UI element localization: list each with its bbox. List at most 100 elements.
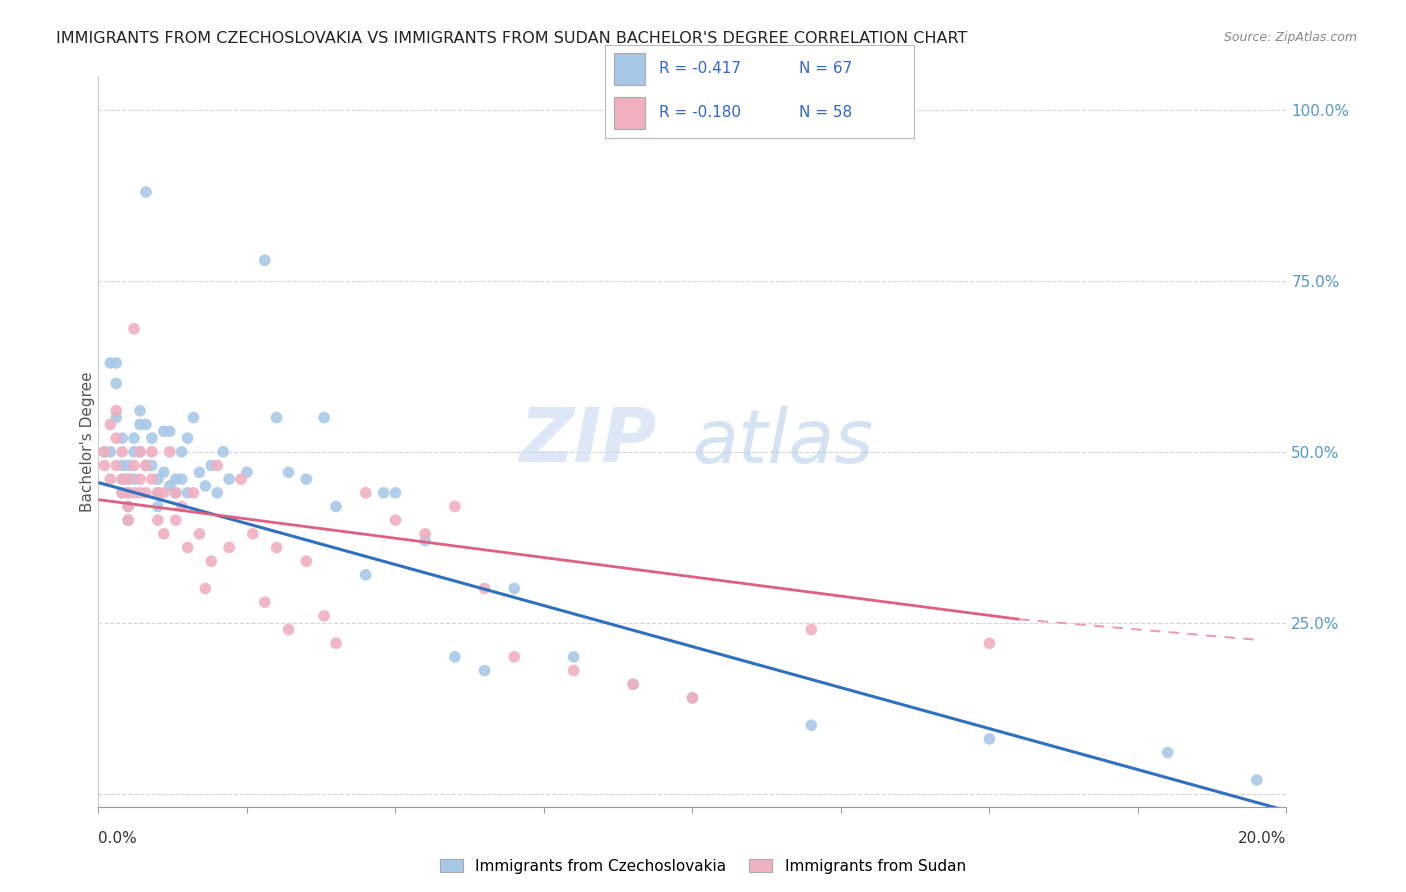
- Point: [122, 444, 145, 458]
- Point: [129, 417, 152, 432]
- Point: [165, 472, 187, 486]
- Point: [117, 458, 139, 473]
- Point: [800, 623, 823, 637]
- Point: [141, 444, 163, 458]
- Point: [314, 410, 336, 425]
- Point: [122, 431, 145, 445]
- Point: [562, 649, 585, 664]
- Point: [170, 444, 193, 458]
- Text: IMMIGRANTS FROM CZECHOSLOVAKIA VS IMMIGRANTS FROM SUDAN BACHELOR'S DEGREE CORREL: IMMIGRANTS FROM CZECHOSLOVAKIA VS IMMIGR…: [56, 31, 967, 46]
- Point: [111, 472, 134, 486]
- Point: [117, 500, 139, 514]
- Point: [253, 595, 276, 609]
- Point: [212, 444, 235, 458]
- Point: [129, 472, 152, 486]
- Point: [135, 458, 157, 473]
- Point: [146, 472, 169, 486]
- Point: [443, 500, 465, 514]
- Y-axis label: Bachelor's Degree: Bachelor's Degree: [80, 371, 94, 512]
- Point: [111, 485, 134, 500]
- FancyBboxPatch shape: [614, 97, 645, 129]
- Point: [277, 623, 299, 637]
- Point: [218, 472, 240, 486]
- Point: [165, 513, 187, 527]
- Point: [277, 465, 299, 479]
- Point: [129, 485, 152, 500]
- Point: [98, 417, 121, 432]
- Point: [152, 465, 174, 479]
- Point: [146, 485, 169, 500]
- Point: [159, 444, 181, 458]
- Text: 20.0%: 20.0%: [1239, 831, 1286, 846]
- Point: [146, 500, 169, 514]
- Point: [979, 636, 1001, 650]
- Point: [141, 458, 163, 473]
- Point: [105, 431, 128, 445]
- Point: [105, 376, 128, 391]
- FancyBboxPatch shape: [614, 53, 645, 85]
- Text: R = -0.417: R = -0.417: [658, 62, 741, 77]
- Point: [621, 677, 644, 691]
- Point: [117, 500, 139, 514]
- Point: [165, 485, 187, 500]
- Point: [325, 500, 347, 514]
- Point: [194, 479, 217, 493]
- Text: ZIP: ZIP: [520, 405, 657, 478]
- Point: [176, 431, 198, 445]
- Point: [105, 404, 128, 418]
- Point: [413, 533, 436, 548]
- Point: [266, 410, 288, 425]
- Point: [200, 458, 222, 473]
- Point: [117, 513, 139, 527]
- Point: [503, 582, 526, 596]
- Point: [682, 690, 704, 705]
- Point: [682, 690, 704, 705]
- Point: [135, 458, 157, 473]
- Text: R = -0.180: R = -0.180: [658, 105, 741, 120]
- Point: [117, 472, 139, 486]
- Point: [194, 582, 217, 596]
- Point: [111, 485, 134, 500]
- Point: [295, 554, 318, 568]
- Point: [384, 485, 406, 500]
- Point: [170, 472, 193, 486]
- Point: [135, 417, 157, 432]
- Point: [141, 472, 163, 486]
- Point: [122, 472, 145, 486]
- Point: [117, 485, 139, 500]
- Point: [562, 664, 585, 678]
- Point: [242, 526, 264, 541]
- Point: [218, 541, 240, 555]
- Point: [122, 485, 145, 500]
- Point: [159, 479, 181, 493]
- Point: [183, 485, 205, 500]
- Point: [152, 425, 174, 439]
- Point: [117, 472, 139, 486]
- Point: [129, 444, 152, 458]
- Point: [159, 425, 181, 439]
- Text: N = 58: N = 58: [800, 105, 852, 120]
- Point: [325, 636, 347, 650]
- Point: [122, 322, 145, 336]
- Point: [152, 526, 174, 541]
- Point: [236, 465, 259, 479]
- Point: [111, 458, 134, 473]
- Text: atlas: atlas: [693, 406, 875, 477]
- Point: [413, 526, 436, 541]
- Point: [354, 485, 377, 500]
- Point: [152, 485, 174, 500]
- Text: 0.0%: 0.0%: [98, 831, 138, 846]
- Point: [503, 649, 526, 664]
- Point: [474, 582, 496, 596]
- Legend: Immigrants from Czechoslovakia, Immigrants from Sudan: Immigrants from Czechoslovakia, Immigran…: [434, 853, 972, 880]
- Point: [135, 485, 157, 500]
- Point: [253, 253, 276, 268]
- Point: [93, 458, 115, 473]
- Point: [111, 444, 134, 458]
- Point: [183, 410, 205, 425]
- Point: [1246, 772, 1268, 787]
- Point: [266, 541, 288, 555]
- Point: [979, 731, 1001, 746]
- Point: [105, 410, 128, 425]
- Point: [373, 485, 395, 500]
